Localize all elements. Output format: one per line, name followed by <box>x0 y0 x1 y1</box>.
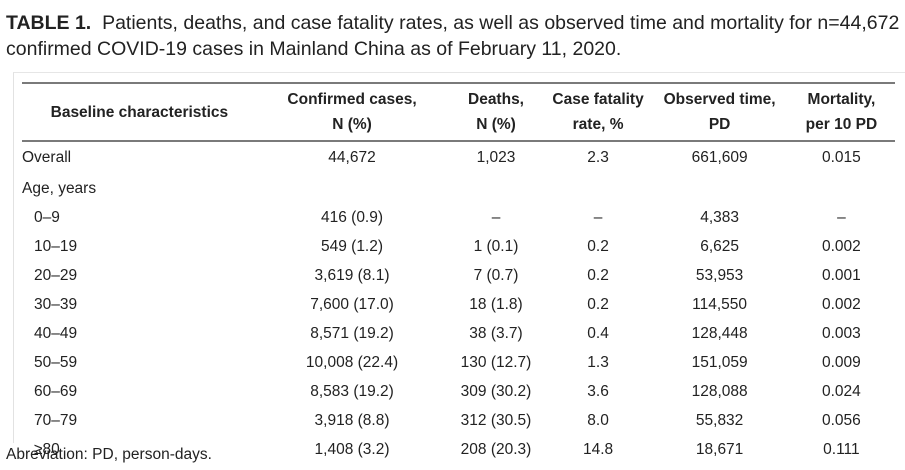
cell-cfr: – <box>593 208 603 226</box>
row-label: 10–19 <box>34 237 78 255</box>
table-row: 30–39 7,600 (17.0) 18 (1.8) 0.2 114,550 0.002 <box>22 290 895 319</box>
cell-deaths: 130 (12.7) <box>460 353 532 371</box>
header-row: Baseline characteristics Confirmed cases… <box>22 83 895 141</box>
cell-cfr: 2.3 <box>587 149 609 166</box>
header-mortality: Mortality, per 10 PD <box>805 91 878 133</box>
cell-cases: 8,583 (19.2) <box>310 382 394 400</box>
table-caption-text: Patients, deaths, and case fatality rate… <box>6 12 900 60</box>
cell-observed: 18,671 <box>695 440 744 458</box>
cell-observed: 114,550 <box>692 295 748 313</box>
cell-cases: 10,008 (22.4) <box>305 353 399 371</box>
header-case-fatality: Case fatality rate, % <box>552 91 644 133</box>
row-label: 70–79 <box>34 411 78 429</box>
cell-cfr: 14.8 <box>582 440 614 458</box>
cell-cases: 3,918 (8.8) <box>314 411 390 429</box>
cell-observed: 661,609 <box>691 149 748 166</box>
cell-mortality: 0.002 <box>822 295 861 313</box>
header-deaths: Deaths, N (%) <box>468 91 524 133</box>
cell-observed: 128,088 <box>691 382 748 400</box>
cell-deaths: 38 (3.7) <box>469 324 523 342</box>
table-row: 0–9 416 (0.9) – – 4,383 – <box>22 203 895 232</box>
cell-deaths: 312 (30.5) <box>460 411 532 429</box>
table-row-overall: Overall 44,672 1,023 2.3 661,609 0.015 <box>22 141 895 174</box>
cell-mortality: 0.009 <box>822 353 861 371</box>
cell-cases: 7,600 (17.0) <box>310 295 394 313</box>
cell-observed: 53,953 <box>695 266 744 284</box>
table-row: 40–49 8,571 (19.2) 38 (3.7) 0.4 128,448 0.003 <box>22 319 895 348</box>
section-row-age: Age, years <box>22 174 895 203</box>
cell-deaths: 1,023 <box>476 149 516 166</box>
table-caption-label: TABLE 1. <box>6 12 92 34</box>
row-label: 40–49 <box>34 324 78 342</box>
cell-deaths: – <box>491 208 501 226</box>
cell-cfr: 0.2 <box>587 295 609 313</box>
cell-cfr: 3.6 <box>587 382 609 400</box>
row-label: ≥80 <box>34 440 60 458</box>
table-row: 10–19 549 (1.2) 1 (0.1) 0.2 6,625 0.002 <box>22 232 895 261</box>
cell-mortality: – <box>837 208 846 226</box>
cell-cases: 1,408 (3.2) <box>314 440 390 458</box>
cell-deaths: 208 (20.3) <box>460 440 532 458</box>
cell-cases: 416 (0.9) <box>320 208 384 226</box>
table-row: 20–29 3,619 (8.1) 7 (0.7) 0.2 53,953 0.001 <box>22 261 895 290</box>
cell-deaths: 7 (0.7) <box>473 266 519 284</box>
section-label: Age, years <box>22 179 97 197</box>
table-caption: TABLE 1. Patients, deaths, and case fata… <box>6 10 901 62</box>
cell-cases: 8,571 (19.2) <box>310 324 394 342</box>
cell-mortality: 0.001 <box>822 266 861 284</box>
cell-observed: 6,625 <box>700 237 739 255</box>
footnote: Abreviation: PD, person-days. <box>6 446 212 463</box>
cell-mortality: 0.002 <box>822 237 861 255</box>
table-frame <box>13 72 905 443</box>
cell-cfr: 1.3 <box>587 353 609 371</box>
table-row: 50–59 10,008 (22.4) 130 (12.7) 1.3 151,059 0.… <box>22 348 895 377</box>
header-baseline: Baseline characteristics <box>50 103 229 121</box>
data-table: Baseline characteristics Confirmed cases… <box>22 82 895 464</box>
cell-deaths: 309 (30.2) <box>460 382 532 400</box>
row-label: 60–69 <box>34 382 78 400</box>
row-label: 30–39 <box>34 295 78 313</box>
cell-cfr: 8.0 <box>587 411 609 429</box>
cell-cfr: 0.4 <box>587 324 609 342</box>
cell-mortality: 0.111 <box>823 440 860 458</box>
cell-mortality: 0.056 <box>822 411 861 429</box>
cell-deaths: 1 (0.1) <box>473 237 519 255</box>
row-label: 50–59 <box>34 353 78 371</box>
cell-observed: 128,448 <box>691 324 748 342</box>
cell-mortality: 0.015 <box>822 149 861 166</box>
cell-mortality: 0.003 <box>822 324 861 342</box>
table-row: 70–79 3,918 (8.8) 312 (30.5) 8.0 55,832 0.056 <box>22 406 895 435</box>
table-row: 60–69 8,583 (19.2) 309 (30.2) 3.6 128,088 0.0… <box>22 377 895 406</box>
row-label: Overall <box>22 149 72 166</box>
cell-cases: 3,619 (8.1) <box>314 266 390 284</box>
cell-cfr: 0.2 <box>587 266 609 284</box>
cell-cases: 549 (1.2) <box>320 237 384 255</box>
cell-cfr: 0.2 <box>587 237 609 255</box>
cell-observed: 55,832 <box>695 411 744 429</box>
cell-cases: 44,672 <box>328 149 376 166</box>
cell-mortality: 0.024 <box>822 382 861 400</box>
cell-deaths: 18 (1.8) <box>469 295 523 313</box>
cell-observed: 151,059 <box>691 353 748 371</box>
header-confirmed-cases: Confirmed cases, N (%) <box>287 91 417 133</box>
header-observed-time: Observed time, PD <box>663 91 776 133</box>
row-label: 20–29 <box>34 266 78 284</box>
cell-observed: 4,383 <box>700 208 739 226</box>
row-label: 0–9 <box>34 208 60 226</box>
table-row: ≥80 1,408 (3.2) 208 (20.3) 14.8 18,671 0.111 <box>22 435 895 464</box>
